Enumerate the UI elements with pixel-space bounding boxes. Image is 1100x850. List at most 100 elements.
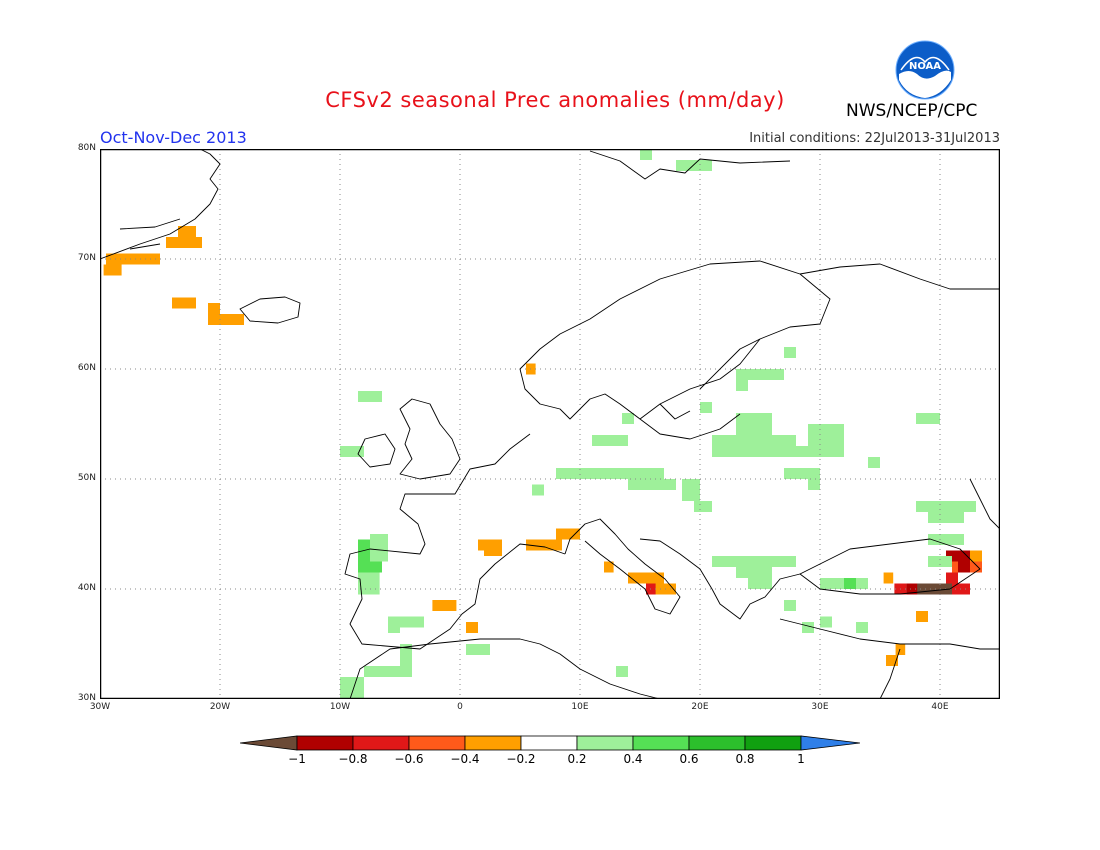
initial-conditions-label: Initial conditions: 22Jul2013-31Jul2013 [749,131,1000,146]
lat-tick-label: 80N [77,143,96,153]
anomaly-cell [208,303,220,314]
anomaly-cell [340,446,364,457]
anomaly-cell [466,644,490,655]
anomaly-cell [640,149,652,160]
anomaly-cell [103,264,122,276]
anomaly-cell [166,237,202,248]
anomaly-cell [526,539,562,551]
anomaly-cell [928,534,964,545]
anomaly-cell [784,468,820,479]
lat-tick-label: 30N [77,693,96,703]
colorbar-segment [520,735,578,751]
anomaly-cell [556,528,580,540]
colorbar-tick-label: −0.8 [338,752,368,766]
colorbar [240,735,860,751]
lon-tick-label: 0 [457,702,463,712]
anomaly-cell [808,424,844,446]
anomaly-cell [895,644,906,655]
colorbar-tick-label: 0.6 [679,752,699,766]
colorbar-tick-label: 1 [797,752,805,766]
anomaly-cell [466,622,478,633]
anomaly-cell [736,567,772,578]
anomaly-cell [736,369,784,380]
anomaly-cell [628,479,676,490]
lon-tick-label: 20E [691,702,709,712]
lon-tick-label: 10E [571,702,589,712]
anomaly-cell [208,314,244,325]
colorbar-segment [688,735,746,751]
anomaly-cell [616,666,628,677]
anomaly-cell [970,561,982,573]
anomaly-cell [928,512,964,523]
colorbar-tick-label: 0.4 [623,752,643,766]
anomaly-cell [652,583,676,595]
anomaly-cell [358,572,380,595]
lon-tick-label: 30E [811,702,829,712]
anomaly-cell [970,550,982,562]
anomaly-cell [532,484,544,496]
lon-tick-label: 10W [329,702,351,712]
colorbar-segment [576,735,634,751]
anomaly-cell [886,655,898,666]
colorbar-segment [352,735,410,751]
anomaly-cell [388,616,424,628]
noaa-logo: NOAA [895,40,955,100]
colorbar-tick-label: −0.4 [450,752,480,766]
anomaly-cell [370,534,388,562]
anomaly-cell [928,556,952,567]
anomaly-cell [946,550,970,562]
anomaly-cell [958,561,970,573]
colorbar-segment [744,735,802,751]
colorbar-tick-label: −0.6 [394,752,424,766]
anomaly-cell [172,297,196,309]
anomaly-cell [622,413,634,424]
anomaly-cell [556,468,664,479]
lat-tick-label: 50N [77,473,96,483]
anomaly-cell [784,446,844,457]
anomaly-cell [628,572,664,584]
anomaly-cells [103,149,982,699]
anomaly-cell [748,578,772,589]
agency-label: NWS/NCEP/CPC [846,101,978,121]
anomaly-cell [844,578,856,589]
lon-tick-label: 20W [209,702,231,712]
anomaly-cell [478,539,502,551]
colorbar-tick-label: 0.2 [567,752,587,766]
gridlines [100,149,1000,699]
anomaly-cell [856,578,868,589]
anomaly-cell [592,435,628,446]
anomaly-cell [916,413,940,424]
anomaly-cell [400,644,412,666]
anomaly-cell [916,501,976,512]
anomaly-cell [340,677,364,699]
anomaly-cell [388,622,400,633]
anomaly-cell [432,600,457,611]
anomaly-cell [906,583,919,595]
season-label: Oct-Nov-Dec 2013 [100,128,247,147]
chart-title: CFSv2 seasonal Prec anomalies (mm/day) [325,88,785,112]
anomaly-cell [820,616,832,628]
map-panel [100,149,1000,699]
anomaly-cell [883,572,894,584]
anomaly-cell [676,160,712,171]
anomaly-cell [694,501,712,512]
anomaly-cell [604,561,614,573]
anomaly-cell [784,600,796,611]
anomaly-cell [682,479,700,501]
lat-tick-label: 70N [77,253,96,263]
logo-text: NOAA [909,61,941,72]
anomaly-cell [856,622,868,633]
anomaly-cell [700,402,712,413]
colorbar-segment [408,735,466,751]
anomaly-cell [802,622,814,633]
colorbar-min-arrow [240,735,298,751]
anomaly-cell [736,380,748,391]
anomaly-cell [808,479,820,490]
anomaly-cell [178,226,196,237]
lat-tick-label: 40N [77,583,96,593]
colorbar-tick-label: 0.8 [735,752,755,766]
anomaly-cell [946,572,958,584]
colorbar-segment [632,735,690,751]
lon-tick-label: 30W [89,702,111,712]
anomaly-cell [712,556,796,567]
